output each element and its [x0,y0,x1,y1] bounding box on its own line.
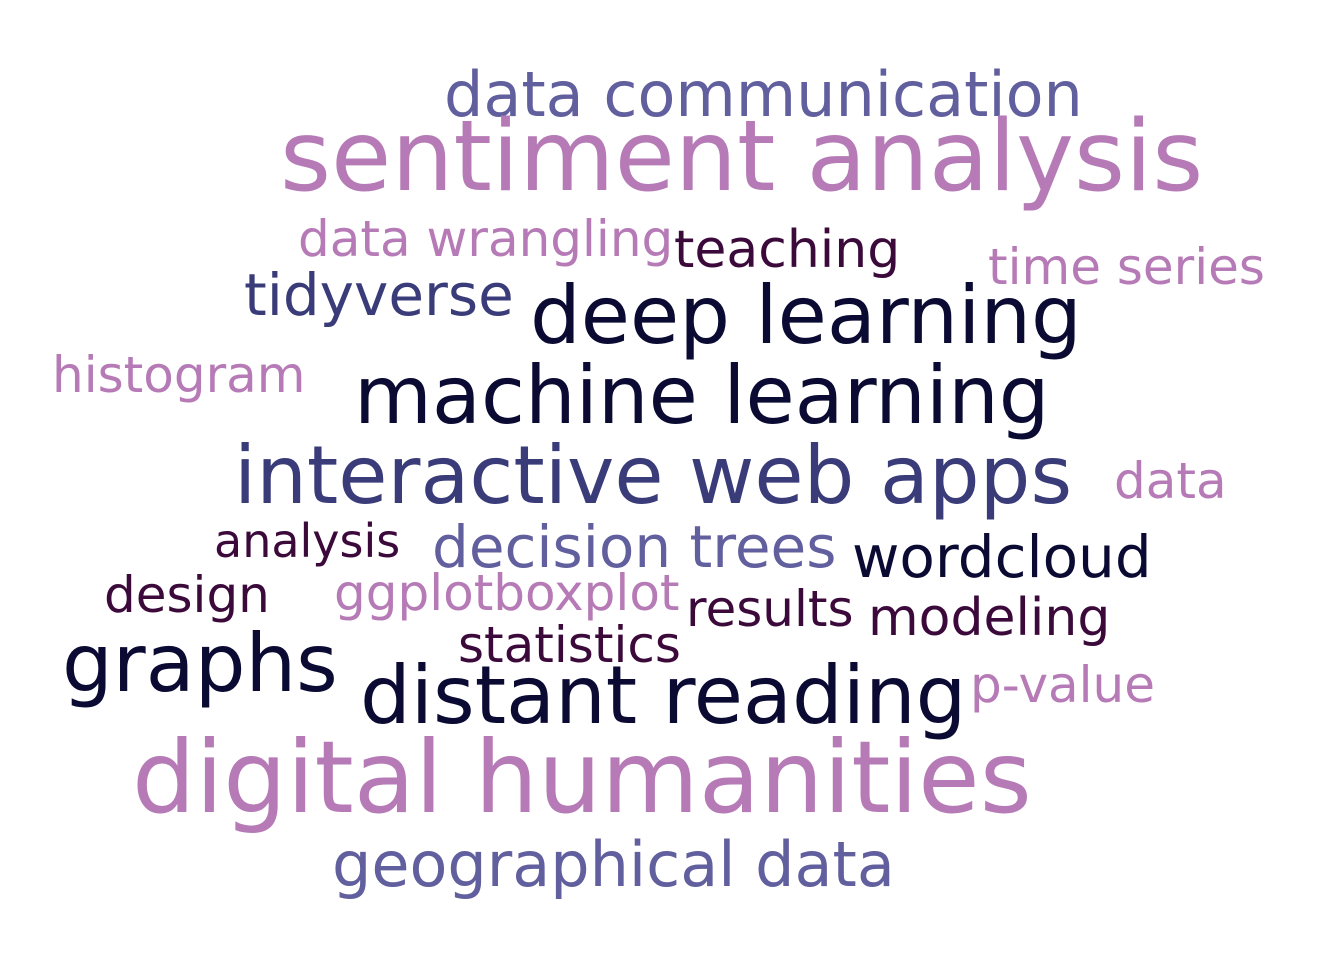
word-interactive-web-apps: interactive web apps [234,429,1073,522]
word-tidyverse: tidyverse [244,261,514,329]
word-results: results [686,580,854,638]
word-graphs: graphs [62,617,338,710]
word-digital-humanities: digital humanities [132,719,1032,836]
word-data-communication: data communication [444,58,1083,131]
word-wordcloud: wordcloud [852,523,1152,591]
word-design: design [104,566,270,624]
word-statistics: statistics [458,616,681,674]
word-p-value: p-value [970,656,1156,714]
word-analysis: analysis [214,514,401,568]
word-histogram: histogram [52,346,306,404]
word-sentiment-analysis: sentiment analysis [280,100,1204,214]
word-ggplotboxplot: ggplotboxplot [334,564,680,622]
word-time-series: time series [988,238,1265,296]
word-teaching: teaching [674,220,901,280]
word-geographical-data: geographical data [332,828,895,901]
word-data-wrangling: data wrangling [298,210,674,268]
word-machine-learning: machine learning [354,349,1050,442]
word-modeling: modeling [868,588,1111,648]
word-decision-trees: decision trees [432,513,837,581]
word-data: data [1114,452,1227,510]
word-distant-reading: distant reading [360,649,967,742]
word-deep-learning: deep learning [530,269,1082,362]
